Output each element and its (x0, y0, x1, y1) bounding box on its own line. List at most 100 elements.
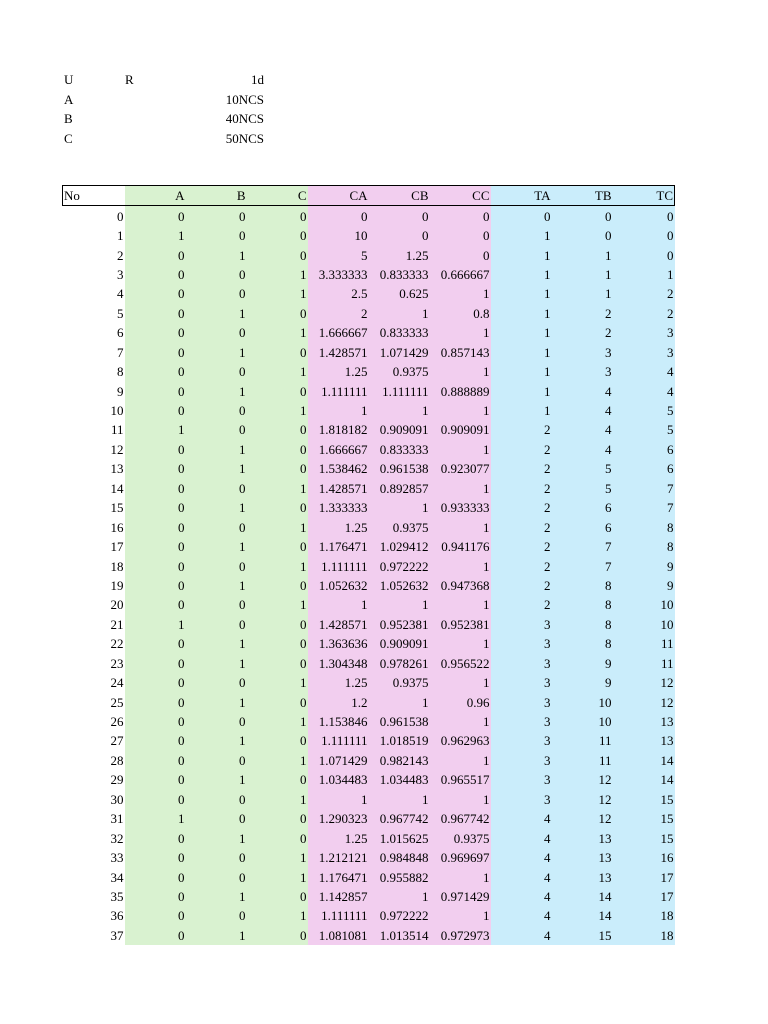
cell-a: 1 (124, 420, 186, 440)
cell-no: 19 (110, 577, 124, 593)
cell-ca: 1.428571 (307, 342, 369, 362)
table-row: 7 0 1 0 1.428571 1.071429 0.857143 1 3 3 (63, 342, 675, 362)
cell-ta: 3 (490, 711, 552, 732)
cell-b: 0 (185, 614, 247, 635)
cell-ca: 2 (307, 303, 369, 324)
cell-c: 0 (246, 536, 308, 557)
cell-b: 1 (185, 342, 247, 362)
cell-a: 0 (124, 381, 186, 401)
table-row: 8 0 0 1 1.25 0.9375 1 1 3 4 (63, 361, 675, 382)
cell-no: 6 (117, 325, 124, 341)
cell-tc: 0 (612, 225, 675, 246)
cell-cc: 0.969697 (429, 847, 491, 868)
cell-cc: 1 (429, 906, 491, 926)
cell-cb: 0.909091 (368, 634, 430, 654)
cell-tb: 9 (551, 653, 613, 673)
cell-no: 20 (110, 597, 124, 613)
cell-b: 0 (185, 906, 247, 926)
cell-a: 0 (124, 789, 186, 809)
table-row: 23 0 1 0 1.304348 0.978261 0.956522 3 9 11 (63, 653, 675, 673)
cell-b: 1 (185, 770, 247, 790)
cell-cb: 1 (368, 789, 430, 809)
cell-b: 0 (185, 400, 247, 421)
cell-no: 5 (117, 305, 124, 321)
cell-b: 0 (185, 517, 247, 537)
cell-b: 1 (185, 381, 247, 401)
cell-b: 1 (185, 439, 247, 460)
cell-cc: 0.941176 (429, 536, 491, 557)
cell-cc: 0.965517 (429, 770, 491, 790)
cell-b: 1 (185, 653, 247, 673)
cell-cb: 0.892857 (368, 478, 430, 498)
cell-a: 0 (124, 264, 186, 285)
cell-cb: 1 (368, 303, 430, 324)
table-row: 13 0 1 0 1.538462 0.961538 0.923077 2 5 6 (63, 459, 675, 479)
cell-no: 3 (117, 266, 124, 282)
cell-ca: 1.363636 (307, 634, 369, 654)
cell-a: 1 (124, 614, 186, 635)
cell-b: 1 (185, 634, 247, 654)
cell-c: 1 (246, 847, 308, 868)
cell-a: 0 (124, 303, 186, 324)
cell-ta: 1 (490, 303, 552, 324)
cell-tb: 11 (551, 750, 613, 771)
cell-a: 0 (124, 536, 186, 557)
cell-ca: 1.25 (307, 361, 369, 382)
cell-a: 0 (124, 284, 186, 304)
cell-tb: 1 (551, 264, 613, 285)
cell-a: 0 (124, 886, 186, 907)
cell-ca: 1.666667 (307, 323, 369, 343)
cell-tb: 2 (551, 303, 613, 324)
cell-cb: 1.029412 (368, 536, 430, 557)
cell-cb: 0.972222 (368, 906, 430, 926)
cell-cc: 1 (429, 439, 491, 460)
table-row: 25 0 1 0 1.2 1 0.96 3 10 12 (63, 692, 675, 712)
cell-cb: 1 (368, 886, 430, 907)
cell-tc: 13 (612, 731, 675, 751)
table-row: 2 0 1 0 5 1.25 0 1 1 0 (63, 245, 675, 265)
cell-cc: 0.956522 (429, 653, 491, 673)
column-header-ca: CA (307, 184, 369, 207)
cell-ta: 4 (490, 847, 552, 868)
cell-no: 34 (110, 869, 124, 885)
cell-ca: 1.111111 (307, 381, 369, 401)
cell-tc: 6 (612, 439, 675, 460)
cell-ta: 1 (490, 400, 552, 421)
cell-b: 1 (185, 731, 247, 751)
cell-no: 7 (117, 344, 124, 360)
cell-no: 16 (110, 519, 124, 535)
cell-cb: 1 (368, 498, 430, 518)
cell-tb: 8 (551, 634, 613, 654)
cell-tb: 1 (551, 284, 613, 304)
table-row: 16 0 0 1 1.25 0.9375 1 2 6 8 (63, 517, 675, 537)
table-row: 29 0 1 0 1.034483 1.034483 0.965517 3 12 14 (63, 770, 675, 790)
cell-ta: 2 (490, 517, 552, 537)
cell-cc: 1 (429, 284, 491, 304)
cell-tb: 13 (551, 847, 613, 868)
cell-tc: 12 (612, 672, 675, 693)
cell-ta: 1 (490, 381, 552, 401)
cell-ca: 1.2 (307, 692, 369, 712)
cell-ta: 1 (490, 225, 552, 246)
table-row: 30 0 0 1 1 1 1 3 12 15 (63, 789, 675, 809)
cell-a: 0 (124, 478, 186, 498)
table-row: 3 0 0 1 3.333333 0.833333 0.666667 1 1 1 (63, 264, 675, 285)
cell-ca: 0 (307, 205, 369, 226)
table-row: 14 0 0 1 1.428571 0.892857 1 2 5 7 (63, 478, 675, 498)
cell-b: 0 (185, 556, 247, 576)
table-row: 34 0 0 1 1.176471 0.955882 1 4 13 17 (63, 867, 675, 887)
cell-c: 0 (246, 614, 308, 635)
cell-tb: 6 (551, 517, 613, 537)
table-row: 28 0 0 1 1.071429 0.982143 1 3 11 14 (63, 750, 675, 771)
cell-ta: 4 (490, 867, 552, 887)
cell-tb: 7 (551, 556, 613, 576)
table-row: 11 1 0 0 1.818182 0.909091 0.909091 2 4 5 (63, 420, 675, 440)
cell-tc: 10 (612, 595, 675, 615)
cell-no: 22 (110, 636, 124, 652)
cell-c: 1 (246, 323, 308, 343)
cell-cc: 0.96 (429, 692, 491, 712)
cell-c: 1 (246, 517, 308, 537)
cell-tc: 11 (612, 634, 675, 654)
cell-tc: 3 (612, 342, 675, 362)
parameter-value: 50NCS (225, 130, 264, 146)
